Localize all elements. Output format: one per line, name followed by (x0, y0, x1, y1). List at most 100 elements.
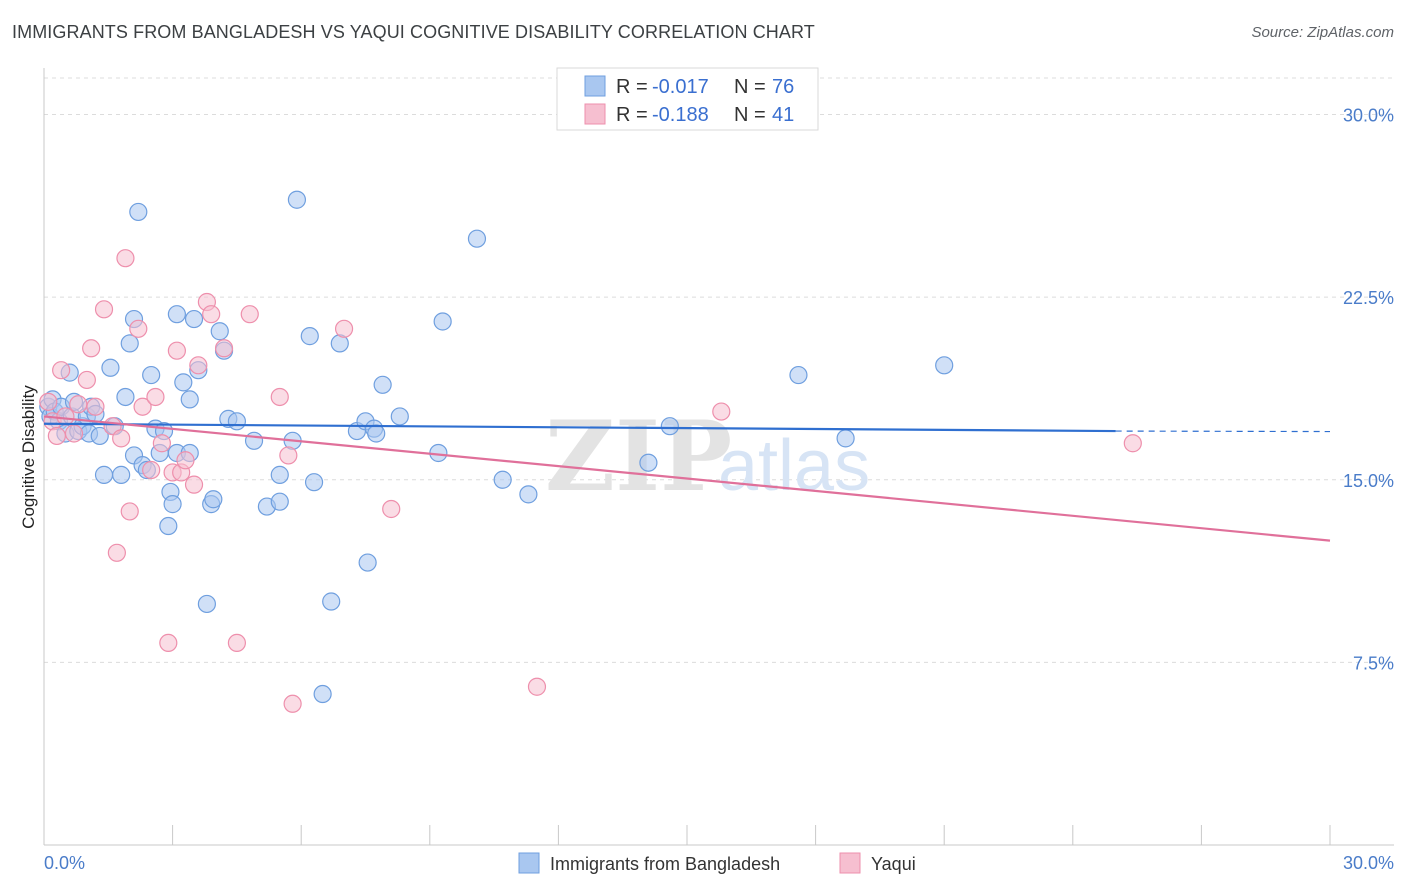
yaqui-point-34 (279, 446, 298, 465)
legend-n-value-1: 76 (772, 76, 794, 98)
bangladesh-point-66 (390, 407, 409, 426)
bangladesh-point-75 (836, 429, 855, 448)
chart-title: IMMIGRANTS FROM BANGLADESH VS YAQUI COGN… (12, 22, 815, 42)
legend-r-value-2: -0.188 (652, 104, 709, 126)
yaqui-point-6 (69, 395, 88, 414)
y-axis-label: Cognitive Disability (19, 385, 38, 529)
yaqui-point-14 (116, 249, 135, 268)
bangladesh-point-18 (101, 358, 120, 377)
yaqui-point-7 (77, 370, 96, 390)
yaqui-point-39 (712, 402, 731, 421)
yaqui-point-8 (82, 339, 101, 358)
bottom-legend-label-bangladesh: Immigrants from Bangladesh (550, 854, 780, 874)
bangladesh-point-39 (180, 390, 199, 409)
bangladesh-point-37 (174, 373, 193, 392)
legend-n-value-2: 41 (772, 104, 794, 126)
yaqui-point-21 (159, 633, 178, 653)
source-credit: Source: ZipAtlas.com (1251, 24, 1394, 41)
bangladesh-point-40 (184, 309, 204, 329)
bangladesh-point-64 (367, 424, 386, 443)
x-tick-label-min: 0.0% (44, 853, 85, 873)
bangladesh-point-51 (270, 465, 289, 484)
yaqui-point-26 (184, 475, 204, 494)
y-tick-label-1: 15.0% (1343, 471, 1394, 491)
bangladesh-point-55 (300, 327, 319, 346)
legend-r-label-1: R = (616, 76, 648, 98)
trend-line-yaqui (43, 415, 1331, 542)
bottom-legend-swatch-bangladesh (518, 852, 540, 874)
yaqui-point-40 (1123, 434, 1142, 453)
yaqui-point-12 (107, 543, 126, 562)
watermark-zip: ZIP (545, 400, 732, 513)
bangladesh-point-71 (519, 485, 538, 504)
bottom-legend-swatch-yaqui (839, 852, 861, 874)
bangladesh-point-34 (163, 495, 182, 514)
bangladesh-point-56 (304, 473, 324, 492)
yaqui-point-2 (47, 426, 66, 446)
axes (43, 68, 1394, 846)
bangladesh-point-25 (129, 202, 148, 222)
legend-box: R = -0.017 N = 76 R = -0.188 N = 41 (556, 67, 819, 131)
yaqui-point-25 (176, 451, 195, 470)
yaqui-point-16 (129, 319, 148, 338)
bangladesh-point-76 (935, 356, 954, 375)
bangladesh-point-73 (660, 417, 679, 436)
bangladesh-point-70 (493, 470, 512, 489)
bangladesh-point-20 (112, 465, 131, 484)
legend-r-value-1: -0.017 (652, 76, 709, 98)
yaqui-point-35 (283, 694, 302, 713)
bangladesh-point-58 (322, 592, 341, 611)
yaqui-point-38 (527, 677, 547, 696)
bangladesh-point-65 (373, 375, 392, 394)
yaqui-point-23 (167, 341, 186, 360)
bangladesh-point-32 (159, 516, 178, 536)
bangladesh-point-22 (120, 334, 139, 353)
legend-swatch-bangladesh (584, 75, 606, 97)
yaqui-point-4 (56, 407, 75, 426)
bangladesh-point-17 (94, 465, 114, 484)
bangladesh-point-16 (90, 426, 109, 446)
bangladesh-point-49 (244, 431, 264, 450)
y-tick-label-3: 30.0% (1343, 106, 1394, 126)
y-tick-label-0: 7.5% (1353, 653, 1394, 673)
bangladesh-point-69 (467, 229, 487, 248)
yaqui-point-27 (189, 356, 208, 375)
bangladesh-point-44 (204, 490, 223, 509)
legend-r-label-2: R = (616, 104, 648, 126)
bangladesh-point-68 (433, 312, 452, 331)
yaqui-point-10 (94, 300, 114, 319)
yaqui-point-33 (270, 387, 289, 407)
yaqui-point-29 (202, 305, 221, 324)
x-tick-label-max: 30.0% (1343, 853, 1394, 873)
yaqui-point-5 (64, 424, 84, 443)
yaqui-point-20 (152, 434, 171, 453)
yaqui-point-15 (120, 502, 139, 521)
yaqui-point-31 (227, 633, 246, 653)
bangladesh-point-28 (142, 365, 161, 385)
yaqui-point-19 (146, 387, 165, 407)
yaqui-point-30 (214, 339, 234, 358)
trend-line-bangladesh (43, 422, 1116, 433)
bangladesh-point-48 (227, 412, 246, 431)
grid-lines (44, 77, 1394, 663)
y-tick-label-2: 22.5% (1343, 288, 1394, 308)
yaqui-point-32 (240, 305, 259, 324)
bangladesh-point-62 (358, 553, 377, 572)
y-tick-labels: 7.5% 15.0% 22.5% 30.0% (1343, 106, 1394, 674)
legend-swatch-yaqui (584, 103, 606, 125)
yaqui-point-13 (112, 429, 131, 448)
legend-n-label-2: N = (734, 104, 766, 126)
legend-n-label-1: N = (734, 76, 766, 98)
bangladesh-point-54 (287, 190, 307, 209)
bangladesh-point-57 (313, 684, 332, 704)
bottom-legend: Immigrants from Bangladesh Yaqui (518, 852, 916, 874)
series-yaqui-points (39, 249, 1142, 713)
bangladesh-point-74 (789, 365, 808, 385)
yaqui-point-3 (52, 361, 71, 380)
yaqui-point-17 (133, 397, 152, 416)
bangladesh-point-72 (639, 453, 658, 472)
yaqui-point-36 (334, 319, 354, 338)
bangladesh-point-52 (270, 492, 289, 511)
yaqui-point-37 (382, 499, 401, 519)
